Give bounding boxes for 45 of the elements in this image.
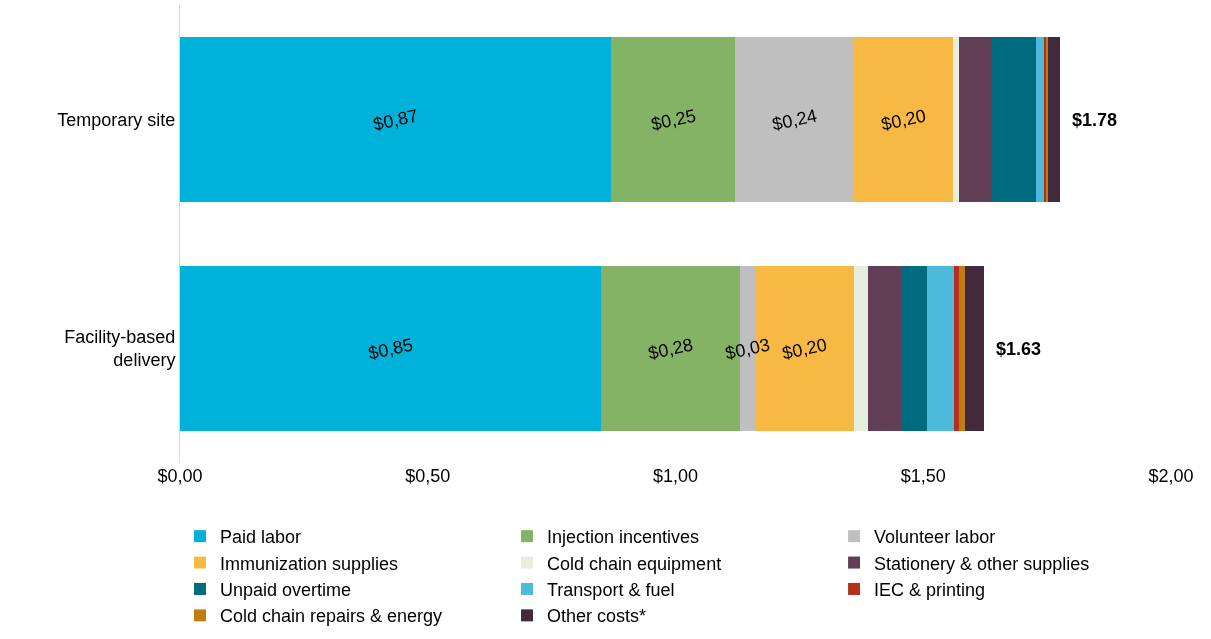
legend-label: IEC & printing xyxy=(874,579,986,600)
legend-label: Volunteer labor xyxy=(874,527,996,548)
total-label: $1.78 xyxy=(1072,110,1118,130)
data-label: $0,24 xyxy=(770,105,819,135)
data-label: $0,87 xyxy=(371,105,420,135)
bar xyxy=(1047,37,1060,202)
data-label: $0,85 xyxy=(366,334,415,364)
bar xyxy=(853,266,868,431)
legend-label: Paid labor xyxy=(220,527,302,548)
x-tick-label: $0,00 xyxy=(157,466,203,486)
legend-label: Injection incentives xyxy=(547,527,700,548)
bar xyxy=(180,266,602,431)
bar xyxy=(734,37,854,202)
bar xyxy=(991,37,1036,202)
legend-label: Cold chain equipment xyxy=(547,553,722,574)
legend-label: Other costs* xyxy=(547,606,647,627)
legend-label: Transport & fuel xyxy=(547,579,675,600)
y-tick-label: Facility-based delivery xyxy=(64,327,176,371)
bar xyxy=(611,37,735,202)
data-label: $0,03 xyxy=(723,334,772,364)
x-tick-label: $0,50 xyxy=(405,466,451,486)
x-tick-label: $1,50 xyxy=(900,466,946,486)
x-tick-label: $2,00 xyxy=(1148,466,1194,486)
bar xyxy=(959,266,966,431)
data-label: $0,20 xyxy=(879,105,928,135)
x-tick-label: $1,00 xyxy=(652,466,699,486)
legend-label: Cold chain repairs & energy xyxy=(220,606,443,627)
bar xyxy=(1035,37,1045,202)
data-label: $0,25 xyxy=(649,105,698,135)
data-label: $0,20 xyxy=(780,334,829,364)
y-tick-label: Temporary site xyxy=(57,109,176,130)
bar xyxy=(952,37,959,202)
bar xyxy=(958,37,992,202)
data-label: $0,28 xyxy=(646,334,695,364)
bar xyxy=(965,266,985,431)
bar xyxy=(926,266,955,431)
bar xyxy=(954,266,960,431)
bar xyxy=(867,266,901,431)
bar xyxy=(853,37,953,202)
bar xyxy=(900,266,927,431)
bar xyxy=(180,37,612,202)
total-label: $1.63 xyxy=(996,339,1042,359)
legend-label: Unpaid overtime xyxy=(220,579,352,600)
legend-label: Stationery & other supplies xyxy=(874,553,1090,574)
legend-label: Immunization supplies xyxy=(220,553,399,574)
